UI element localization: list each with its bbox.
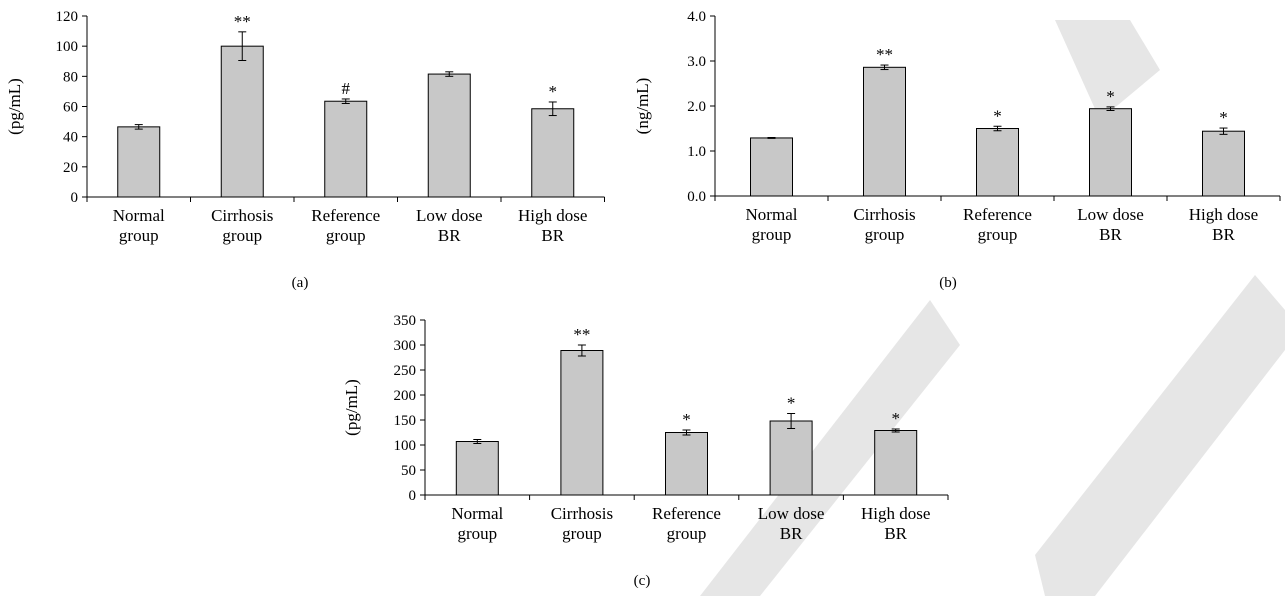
panel-label: (b): [939, 275, 957, 291]
significance-marker: *: [1219, 108, 1228, 127]
y-tick-label: 4.0: [687, 9, 706, 25]
bar: [117, 126, 161, 198]
y-tick-label: 2.0: [687, 99, 706, 115]
bar: [531, 108, 575, 198]
y-tick-label: 3.0: [687, 54, 706, 70]
x-category-label: Reference group: [652, 504, 721, 543]
y-tick-label: 120: [56, 9, 79, 25]
chart-panel-a: 0 20 40 60 80 100 120 Normal group ** Cirrhosis gro…: [5, 9, 605, 291]
x-category-label: Low dose BR: [1077, 205, 1144, 244]
bar: [324, 100, 368, 198]
bar: [455, 441, 499, 496]
y-axis-label: (pg/mL): [342, 379, 361, 436]
significance-marker: *: [1106, 87, 1115, 106]
x-category-label: Cirrhosis group: [211, 206, 273, 245]
x-category-label: Normal group: [113, 206, 165, 245]
y-tick-label: 40: [63, 130, 78, 146]
y-axis-label: (pg/mL): [5, 78, 24, 135]
y-tick-label: 20: [63, 160, 78, 176]
significance-marker: *: [549, 82, 558, 101]
significance-marker: #: [342, 79, 351, 98]
x-category-label: High dose BR: [518, 206, 587, 245]
y-tick-label: 200: [394, 388, 417, 404]
bar: [874, 430, 918, 496]
x-category-label: Low dose BR: [758, 504, 825, 543]
bar: [976, 128, 1019, 197]
bar: [427, 73, 471, 198]
x-category-label: Normal group: [746, 205, 798, 244]
y-axis-label: (ng/mL): [633, 78, 652, 135]
significance-marker: *: [891, 409, 900, 428]
y-tick-label: 80: [63, 69, 78, 85]
bar: [1202, 130, 1245, 197]
y-tick-label: 300: [394, 338, 417, 354]
watermark-stamp: [700, 20, 1285, 596]
panel-label: (a): [292, 275, 309, 291]
significance-marker: *: [993, 106, 1002, 125]
y-tick-label: 0: [71, 190, 79, 206]
x-category-label: Reference group: [963, 205, 1032, 244]
significance-marker: *: [787, 394, 796, 413]
y-tick-label: 250: [394, 363, 417, 379]
bar: [220, 45, 264, 198]
x-category-label: High dose BR: [861, 504, 930, 543]
y-tick-label: 50: [401, 463, 416, 479]
x-category-label: Normal group: [451, 504, 503, 543]
y-tick-label: 60: [63, 100, 78, 116]
x-category-label: Cirrhosis group: [551, 504, 613, 543]
bar: [1089, 108, 1132, 197]
y-tick-label: 350: [394, 313, 417, 329]
x-category-label: Low dose BR: [416, 206, 483, 245]
bar: [863, 66, 906, 197]
y-tick-label: 100: [394, 438, 417, 454]
bar: [750, 137, 793, 197]
x-category-label: High dose BR: [1189, 205, 1258, 244]
y-tick-label: 1.0: [687, 144, 706, 160]
significance-marker: *: [682, 410, 691, 429]
y-tick-label: 0: [409, 488, 417, 504]
significance-marker: **: [573, 325, 590, 344]
y-tick-label: 0.0: [687, 189, 706, 205]
bar: [665, 432, 708, 496]
y-tick-label: 100: [56, 39, 79, 55]
panel-label: (c): [634, 573, 651, 589]
x-category-label: Reference group: [311, 206, 380, 245]
significance-marker: **: [876, 45, 893, 64]
bar: [769, 420, 813, 496]
y-tick-label: 150: [394, 413, 417, 429]
bar: [560, 350, 604, 496]
x-category-label: Cirrhosis group: [853, 205, 915, 244]
significance-marker: **: [234, 12, 251, 31]
